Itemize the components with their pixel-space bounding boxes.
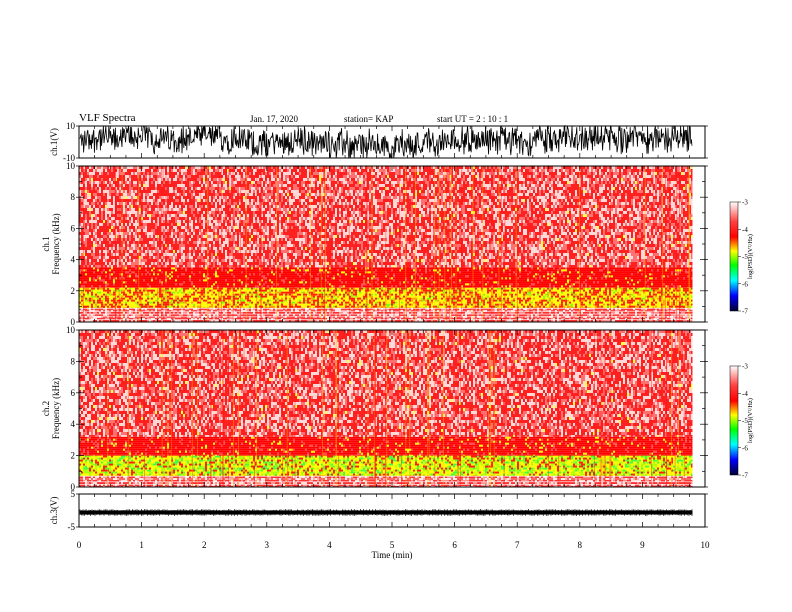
- vlf-spectra-figure: -3-4-5-6-7log(PSD)(V²/Hz)-3-4-5-6-7log(P…: [0, 0, 792, 612]
- ch1-colorbar-label: log(PSD)(V²/Hz): [747, 234, 754, 279]
- x-tick-label: 7: [515, 540, 520, 550]
- x-tick-label: 0: [77, 540, 82, 550]
- ch2-colorbar-tick-label: -7: [742, 472, 748, 480]
- ch1-colorbar-tick-label: -6: [742, 280, 748, 288]
- ch2-colorbar-tick-label: -6: [742, 444, 748, 452]
- panel-2-y-tick-label: 6: [71, 223, 76, 233]
- panel-2-y-tick-label: 4: [71, 255, 76, 265]
- x-tick-label: 8: [578, 540, 583, 550]
- plot-data: [79, 126, 692, 516]
- x-tick-label: 3: [265, 540, 270, 550]
- ch2-colorbar: [730, 366, 738, 475]
- panel-3-y-label: ch.2: [41, 401, 51, 416]
- ch1-colorbar-tick-label: -7: [742, 308, 748, 316]
- panel-1-y-tick-label: 10: [66, 121, 76, 131]
- panel-2-y-tick-label: 8: [71, 192, 76, 202]
- panel-1-y-label: ch.1(V): [49, 128, 59, 156]
- panel-3-y-tick-label: 4: [71, 419, 76, 429]
- panel-3-y-label: Frequency (kHz): [51, 378, 61, 439]
- x-tick-label: 6: [452, 540, 457, 550]
- ch2-colorbar-label: log(PSD)(V²/Hz): [747, 398, 754, 443]
- x-tick-label: 10: [701, 540, 711, 550]
- x-axis-label: Time (min): [372, 550, 413, 560]
- x-tick-label: 5: [390, 540, 395, 550]
- ch1-waveform-trace: [80, 126, 692, 158]
- panel-4-y-tick-label: -5: [68, 522, 76, 532]
- panel-2-y-label: ch.1: [41, 236, 51, 251]
- ch2-colorbar-tick-label: -4: [742, 390, 748, 398]
- panel-4-y-label: ch.3(V): [49, 497, 59, 525]
- panel-3-y-tick-label: 6: [71, 388, 76, 398]
- ch1-colorbar-tick-label: -3: [742, 199, 748, 207]
- ch1-colorbar: [730, 202, 738, 311]
- panel-3-y-tick-label: 10: [66, 325, 76, 335]
- panel-4-y-tick-label: 5: [71, 489, 76, 499]
- panel-2-y-tick-label: 2: [71, 286, 76, 296]
- panel-3-y-tick-label: 2: [71, 451, 76, 461]
- ch1-colorbar-tick-label: -4: [742, 226, 748, 234]
- x-tick-label: 1: [139, 540, 144, 550]
- x-tick-label: 4: [327, 540, 332, 550]
- panel-2-y-label: Frequency (kHz): [51, 213, 61, 274]
- panel-2-y-tick-label: 10: [66, 161, 76, 171]
- ch2-colorbar-tick-label: -3: [742, 363, 748, 371]
- panel-3-y-tick-label: 8: [71, 356, 76, 366]
- x-tick-label: 9: [640, 540, 645, 550]
- x-tick-label: 2: [202, 540, 207, 550]
